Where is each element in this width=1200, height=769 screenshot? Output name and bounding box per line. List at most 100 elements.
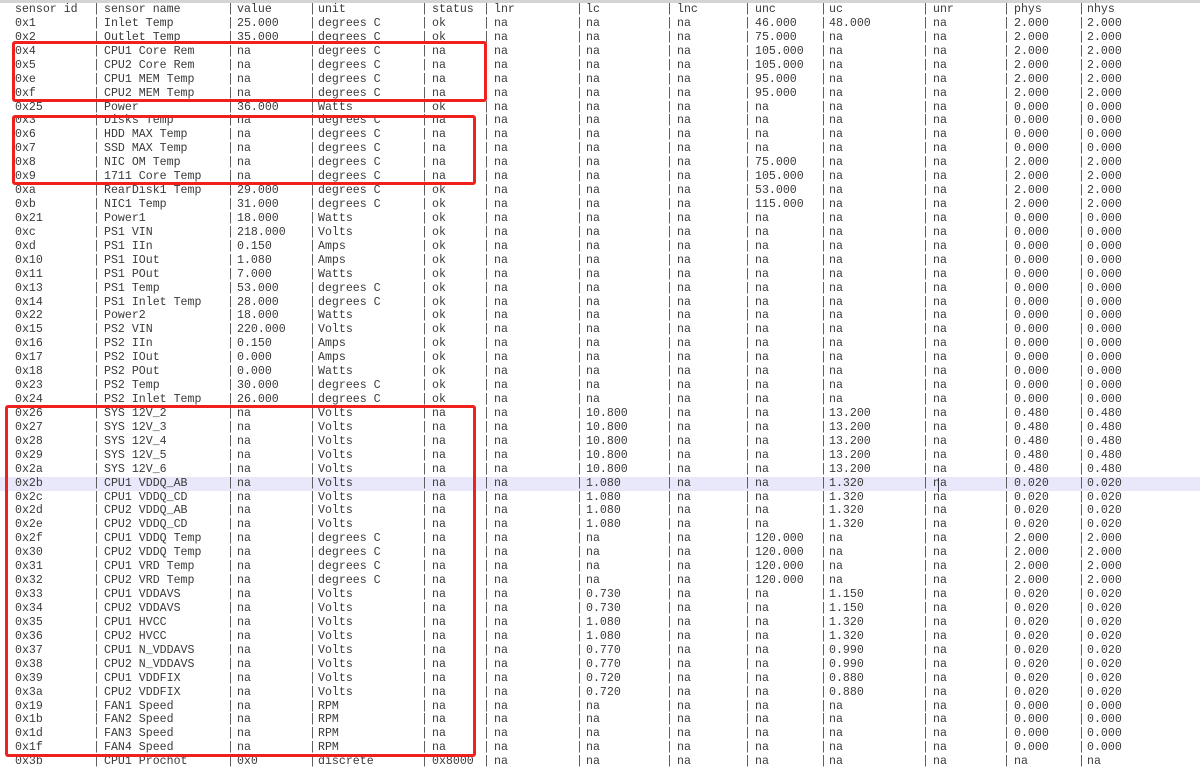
column-separator: | — [227, 630, 234, 643]
cell-unit: degrees C — [318, 296, 381, 309]
column-separator: | — [227, 727, 234, 740]
column-separator: | — [576, 337, 583, 350]
column-separator: | — [93, 296, 100, 309]
cell-sensor-name: SYS 12V_6 — [104, 463, 167, 476]
column-separator: | — [227, 449, 234, 462]
column-separator: | — [421, 379, 428, 392]
cell-phys: 0.000 — [1014, 713, 1049, 726]
cell-unit: degrees C — [318, 379, 381, 392]
column-separator: | — [922, 156, 929, 169]
cell-status: ok — [432, 351, 446, 364]
column-separator: | — [309, 226, 316, 239]
cell-lnr: na — [494, 17, 508, 30]
column-separator: | — [922, 449, 929, 462]
column-separator: | — [1003, 518, 1010, 531]
cell-sensor-name: CPU2 VRD Temp — [104, 574, 195, 587]
column-separator: | — [309, 574, 316, 587]
column-separator: | — [421, 296, 428, 309]
cell-nhys: 0.020 — [1087, 686, 1122, 699]
column-separator: | — [93, 421, 100, 434]
column-separator: | — [744, 602, 751, 615]
table-row: | | | | | | | | | | | | 0x4 CPU1 Core Rem na degrees C n… — [0, 45, 1200, 59]
cell-uc: 0.990 — [829, 644, 864, 657]
column-separator: | — [421, 727, 428, 740]
cell-sensor-id: 0x30 — [15, 546, 43, 559]
cell-unit: Volts — [318, 686, 353, 699]
column-separator: | — [744, 518, 751, 531]
column-separator: | — [666, 546, 673, 559]
column-separator: | — [1003, 323, 1010, 336]
column-separator: | — [922, 101, 929, 114]
cell-status: na — [432, 142, 446, 155]
column-separator: | — [421, 588, 428, 601]
cell-lc: na — [586, 713, 600, 726]
column-separator: | — [666, 630, 673, 643]
cell-sensor-id: 0x19 — [15, 700, 43, 713]
cell-value: 31.000 — [237, 198, 279, 211]
cell-unc: 75.000 — [755, 156, 797, 169]
text-cursor — [938, 478, 939, 492]
cell-unr: na — [933, 574, 947, 587]
cell-lc: na — [586, 59, 600, 72]
cell-unr: na — [933, 17, 947, 30]
cell-lnr: na — [494, 73, 508, 86]
column-separator: | — [1078, 435, 1085, 448]
cell-lc: 10.800 — [586, 407, 628, 420]
cell-status: ok — [432, 240, 446, 253]
cell-value: na — [237, 518, 251, 531]
cell-status: na — [432, 477, 446, 490]
column-separator: | — [1078, 463, 1085, 476]
cell-unc: 120.000 — [755, 532, 804, 545]
column-separator: | — [227, 45, 234, 58]
cell-lc: na — [586, 45, 600, 58]
column-separator: | — [1003, 407, 1010, 420]
table-row: | | | | | | | | | | | | 0x3a CPU2 VDDFIX na Volts na na 0.… — [0, 686, 1200, 700]
cell-sensor-name: CPU1 VDDFIX — [104, 672, 181, 685]
cell-lc: na — [586, 198, 600, 211]
column-separator: | — [227, 532, 234, 545]
column-separator: | — [93, 574, 100, 587]
column-separator: | — [1003, 31, 1010, 44]
column-separator: | — [666, 45, 673, 58]
cell-lc: 0.730 — [586, 602, 621, 615]
cell-status: na — [432, 560, 446, 573]
column-separator: | — [1078, 700, 1085, 713]
column-separator: | — [1003, 282, 1010, 295]
column-separator: | — [576, 226, 583, 239]
column-separator: | — [1003, 365, 1010, 378]
column-separator: | — [483, 337, 490, 350]
column-separator: | — [227, 477, 234, 490]
cell-nhys: 0.000 — [1087, 101, 1122, 114]
column-separator: | — [227, 435, 234, 448]
cell-phys: 0.000 — [1014, 254, 1049, 267]
column-separator: | — [309, 616, 316, 629]
column-separator: | — [1003, 3, 1010, 16]
column-separator: | — [483, 504, 490, 517]
header-lnr: lnr — [494, 3, 515, 16]
cell-lnc: na — [677, 713, 691, 726]
cell-value: 25.000 — [237, 17, 279, 30]
column-separator: | — [483, 658, 490, 671]
column-separator: | — [227, 59, 234, 72]
column-separator: | — [227, 101, 234, 114]
column-separator: | — [1078, 337, 1085, 350]
column-separator: | — [483, 254, 490, 267]
column-separator: | — [576, 240, 583, 253]
column-separator: | — [576, 142, 583, 155]
cell-lc: 1.080 — [586, 491, 621, 504]
cell-value: na — [237, 532, 251, 545]
cell-nhys: 2.000 — [1087, 17, 1122, 30]
column-separator: | — [421, 254, 428, 267]
cell-phys: 0.000 — [1014, 282, 1049, 295]
cell-lnr: na — [494, 296, 508, 309]
column-separator: | — [576, 17, 583, 30]
cell-uc: na — [829, 128, 843, 141]
cell-sensor-id: 0x29 — [15, 449, 43, 462]
column-separator: | — [922, 532, 929, 545]
cell-uc: na — [829, 546, 843, 559]
cell-phys: 0.000 — [1014, 101, 1049, 114]
column-separator: | — [227, 296, 234, 309]
cell-lnr: na — [494, 87, 508, 100]
table-row: | | | | | | | | | | | | 0x2c CPU1 VDDQ_CD na Volts na na 1… — [0, 491, 1200, 505]
cell-unit: Amps — [318, 337, 346, 350]
